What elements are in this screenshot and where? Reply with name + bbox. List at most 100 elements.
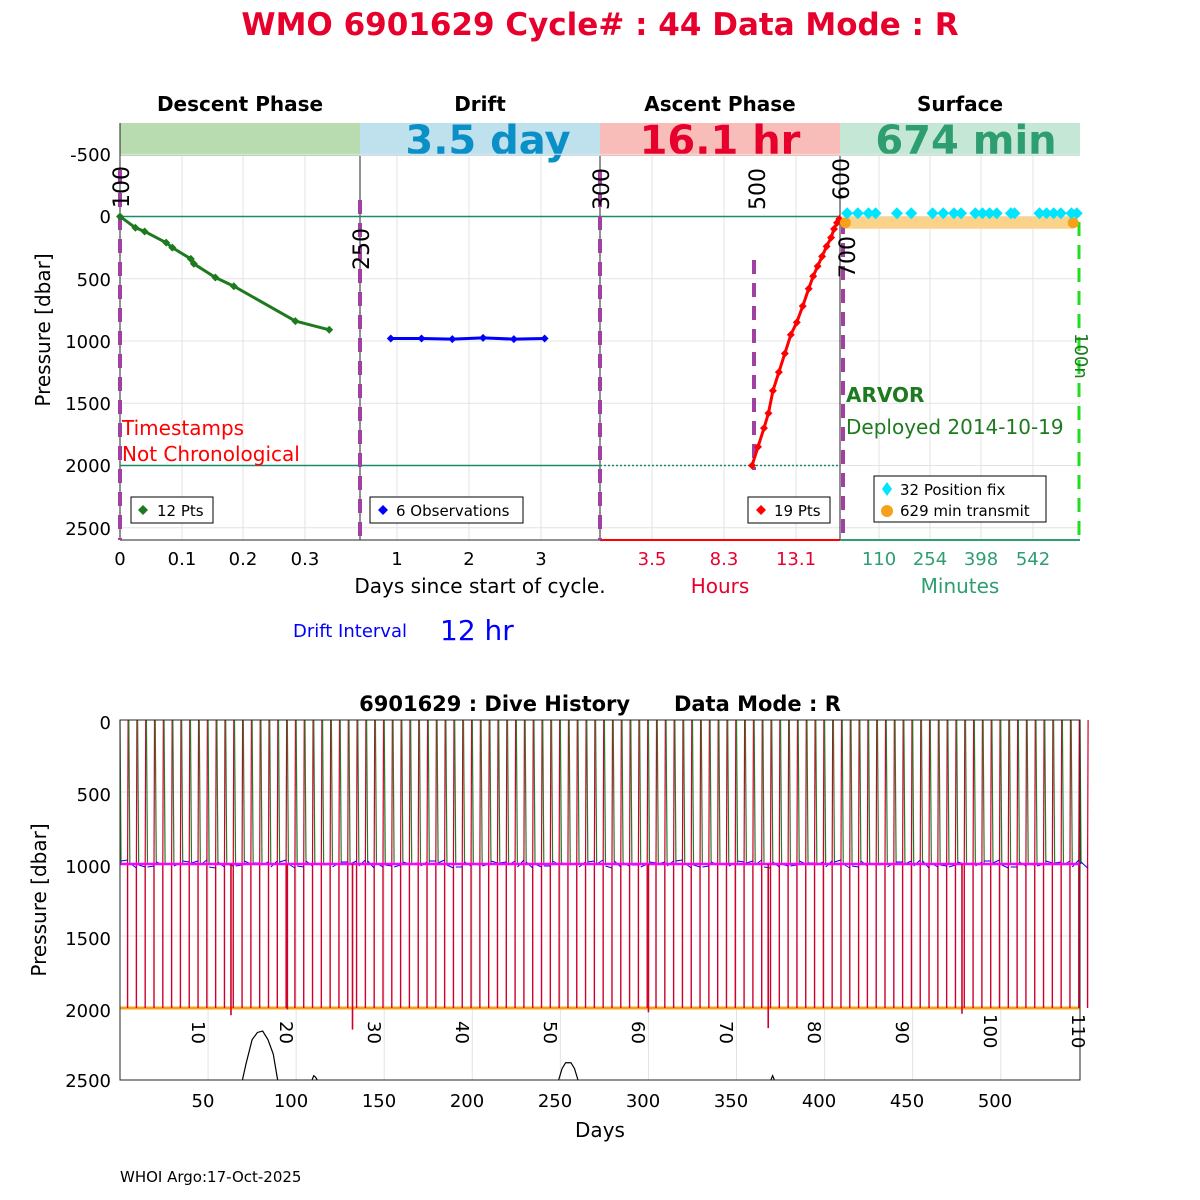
surface-start-marker-label: 700 — [836, 236, 861, 278]
history-ascent — [355, 719, 358, 865]
history-drift-obs — [393, 864, 401, 868]
history-drift-obs — [446, 864, 454, 869]
ascent-point — [822, 242, 831, 251]
history-drift-obs — [437, 859, 445, 864]
history-descent — [137, 719, 140, 865]
float-type: ARVOR — [846, 383, 924, 407]
position-fix-point — [1033, 207, 1046, 220]
history-ascent — [496, 719, 499, 865]
position-fix-point — [1008, 207, 1021, 220]
timestamp-warning-line2: Not Chronological — [122, 442, 300, 466]
ascent-point — [780, 349, 789, 358]
history-descent — [260, 719, 263, 865]
descent-point — [168, 243, 177, 252]
history-descent — [621, 719, 624, 865]
cycle-number-label: 50 — [539, 1021, 560, 1044]
phase-dividers — [118, 170, 1081, 540]
history-ascent — [778, 719, 781, 865]
history-ascent — [708, 719, 710, 865]
history-descent — [559, 719, 563, 865]
history-drift-obs — [763, 866, 771, 869]
history-ascent — [461, 719, 464, 865]
history-ascent — [303, 719, 305, 865]
drift-point — [386, 334, 395, 343]
history-descent — [269, 719, 272, 865]
history-descent — [779, 719, 783, 865]
history-descent — [929, 719, 932, 865]
history-ascent — [593, 719, 596, 865]
history-ascent — [584, 719, 587, 865]
history-drift-obs — [587, 860, 595, 863]
y-tick-label: 0 — [100, 207, 111, 228]
history-ascent — [946, 719, 948, 865]
history-drift-obs — [1001, 864, 1009, 869]
drift-point — [509, 335, 518, 344]
x-tick-label: 500 — [978, 1091, 1012, 1112]
history-ascent — [1016, 719, 1019, 865]
history-ascent — [197, 719, 200, 865]
history-descent — [216, 719, 219, 865]
x-tick-label: 1 — [391, 549, 402, 570]
history-ascent — [426, 719, 429, 865]
surface-legend: 32 Position fix 629 min transmit — [873, 475, 1047, 523]
cycle-number-label: 100 — [979, 1014, 1000, 1048]
cycle-number-label: 70 — [715, 1021, 736, 1044]
x-tick-label: 250 — [538, 1091, 572, 1112]
history-ascent — [910, 719, 913, 865]
cycle-y-axis-label: Pressure [dbar] — [31, 253, 55, 406]
history-descent — [374, 719, 378, 865]
ascent-point — [813, 262, 822, 271]
history-ascent — [329, 719, 332, 865]
history-descent — [788, 719, 792, 865]
history-ascent — [338, 719, 341, 865]
surface-x-axis-label: Minutes — [921, 574, 1000, 598]
history-descent — [920, 719, 924, 865]
history-descent — [771, 719, 774, 865]
ascent-mid-marker-label: 500 — [746, 168, 771, 210]
ascent-point — [768, 386, 777, 395]
history-descent — [832, 719, 836, 865]
transmit-point — [839, 217, 851, 229]
history-ascent — [382, 719, 385, 865]
drift-point — [448, 335, 457, 344]
descent-phase-title: Descent Phase — [157, 92, 323, 116]
history-ascent — [620, 719, 622, 865]
history-ascent — [514, 719, 517, 865]
y-tick-label: -500 — [70, 145, 111, 166]
history-ascent — [470, 719, 473, 865]
position-fix-point — [841, 207, 854, 220]
history-ascent — [928, 719, 931, 865]
history-descent — [568, 719, 571, 865]
history-ascent — [761, 719, 763, 865]
transmit-band — [845, 216, 1074, 229]
history-ascent — [232, 719, 235, 865]
ascent-point — [748, 461, 757, 470]
history-descent — [823, 719, 827, 865]
history-descent — [665, 719, 668, 865]
ascent-point — [754, 442, 763, 451]
cycle-number-label: 80 — [803, 1021, 824, 1044]
history-descent — [330, 719, 334, 865]
x-tick-label: 0.3 — [291, 549, 320, 570]
ascent-x-axis-label: Hours — [691, 574, 750, 598]
history-ascent — [787, 719, 790, 865]
drift-x-ticks: 1 2 3 — [391, 549, 546, 570]
legend-marker — [138, 505, 148, 515]
history-descent — [973, 719, 976, 865]
position-fix-point — [851, 207, 864, 220]
x-tick-label: 150 — [362, 1091, 396, 1112]
cycle-number-label: 40 — [451, 1021, 472, 1044]
history-ascent — [902, 719, 904, 865]
legend-marker — [378, 505, 388, 515]
position-fix-point — [890, 207, 903, 220]
x-tick-label: 110 — [862, 549, 896, 570]
history-descent — [1008, 719, 1012, 865]
history-descent — [366, 719, 369, 865]
history-descent — [145, 719, 149, 865]
legend-marker-transmit — [881, 505, 893, 517]
history-ascent — [805, 719, 807, 865]
y-tick-label: 2000 — [65, 456, 111, 477]
history-descent — [885, 719, 888, 865]
y-tick-label: 1500 — [65, 929, 111, 950]
ascent-point — [818, 252, 827, 261]
